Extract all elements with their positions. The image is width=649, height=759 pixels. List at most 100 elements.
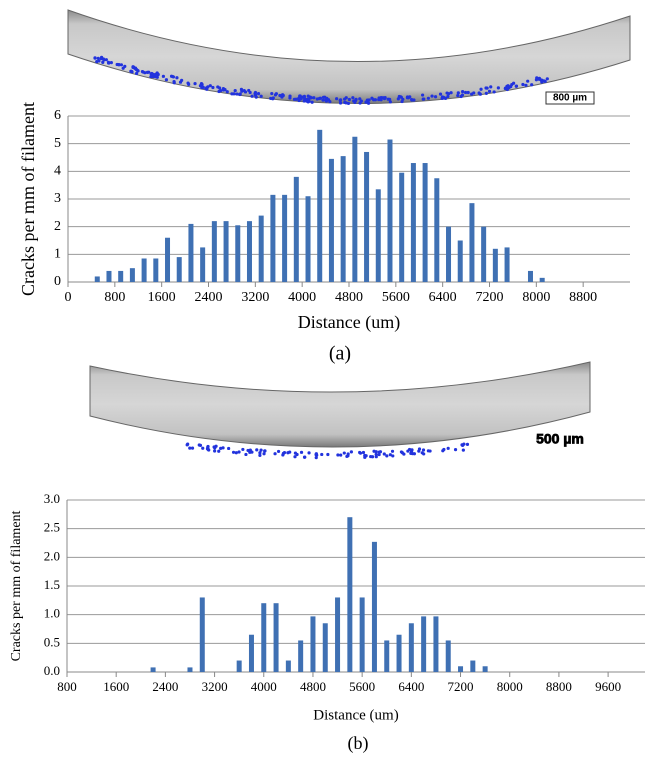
crack-dot	[299, 450, 304, 454]
crack-dot	[540, 80, 544, 84]
crack-dot	[374, 452, 378, 456]
y-tick-label: 1	[54, 247, 61, 262]
crack-dot	[346, 101, 351, 106]
crack-dot	[526, 79, 530, 83]
crack-dot	[187, 82, 191, 86]
crack-dot	[230, 92, 234, 96]
bar	[539, 277, 545, 282]
bar	[434, 178, 440, 282]
crack-dot	[205, 86, 209, 90]
crack-dot	[390, 449, 395, 453]
crack-dot	[256, 92, 261, 96]
crack-dot	[320, 452, 324, 457]
bar	[504, 247, 510, 282]
bar	[235, 225, 241, 282]
y-tick-label: 4	[54, 164, 61, 179]
crack-dot	[154, 75, 158, 79]
crack-dot	[466, 90, 470, 95]
bar	[248, 634, 254, 672]
crack-dot	[535, 76, 539, 80]
crack-dot	[302, 99, 306, 103]
y-tick-label: 0.0	[44, 663, 60, 678]
crack-dot	[344, 96, 348, 100]
crack-dot	[306, 94, 310, 98]
crack-dot	[145, 70, 150, 74]
crack-dot	[369, 454, 373, 459]
crack-dot	[344, 101, 348, 105]
crack-dot	[217, 449, 221, 453]
bar	[317, 129, 323, 282]
crack-dot	[372, 449, 376, 453]
crack-dot	[175, 76, 179, 80]
bar	[153, 258, 159, 282]
crack-dot	[487, 89, 492, 93]
crack-dot	[208, 84, 212, 88]
crack-dot	[433, 95, 438, 99]
crack-dot	[314, 452, 318, 456]
crack-dot	[391, 454, 395, 458]
x-tick-label: 3200	[241, 290, 269, 305]
crack-dot	[206, 445, 210, 449]
crack-dot	[259, 448, 263, 452]
caption: (b)	[348, 733, 369, 754]
bar	[335, 597, 341, 672]
x-tick-label: 7200	[476, 290, 504, 305]
bar	[470, 660, 476, 672]
y-tick-label: 0	[54, 274, 61, 289]
crack-dot	[382, 96, 387, 101]
crack-dot	[524, 83, 528, 87]
crack-dot	[234, 451, 238, 455]
y-tick-label: 2.5	[44, 520, 60, 535]
bar	[246, 221, 252, 282]
x-tick-label: 2400	[195, 290, 223, 305]
bar	[258, 215, 264, 282]
crack-dot	[484, 91, 488, 95]
crack-dot	[456, 91, 460, 95]
y-tick-label: 0.5	[44, 634, 60, 649]
crack-dot	[382, 452, 386, 456]
bar	[347, 517, 353, 672]
crack-dot	[253, 93, 258, 97]
crack-dot	[464, 90, 468, 95]
crack-dot	[153, 72, 158, 76]
x-tick-label: 4000	[251, 679, 277, 694]
bar	[165, 237, 171, 282]
y-tick-label: 1.5	[44, 577, 60, 592]
crack-dot	[377, 452, 381, 457]
crack-dot	[461, 443, 465, 447]
x-tick-label: 1600	[103, 679, 129, 694]
crack-dot	[281, 93, 285, 98]
y-tick-label: 3.0	[44, 491, 60, 506]
crack-dot	[543, 79, 547, 83]
crack-dot	[443, 96, 448, 100]
crack-dot	[171, 74, 175, 79]
y-axis-label: Cracks per mm of filament	[18, 102, 38, 296]
crack-dot	[262, 452, 266, 456]
bar	[445, 640, 451, 672]
crack-dot	[324, 98, 328, 102]
crack-dot	[178, 80, 183, 84]
x-tick-label: 800	[57, 679, 77, 694]
bar	[298, 640, 304, 672]
x-tick-label: 9600	[595, 679, 621, 694]
crack-dot	[353, 100, 357, 105]
crack-dot	[286, 451, 290, 455]
crack-dot	[484, 86, 488, 90]
bar	[458, 666, 464, 672]
crack-dot	[161, 74, 165, 78]
crack-dot	[326, 452, 330, 457]
bar	[118, 270, 124, 282]
crack-dot	[253, 90, 258, 95]
crack-dot	[292, 97, 297, 101]
crack-dot	[121, 66, 125, 70]
bar	[469, 203, 475, 282]
crack-dot	[186, 442, 190, 446]
crack-dot	[422, 452, 426, 456]
y-tick-label: 5	[54, 136, 61, 151]
crack-dot	[478, 92, 482, 96]
x-tick-label: 4800	[335, 290, 363, 305]
x-tick-label: 8000	[522, 290, 550, 305]
x-tick-label: 8800	[546, 679, 572, 694]
caption: (a)	[329, 343, 351, 365]
crack-dot	[141, 70, 145, 74]
